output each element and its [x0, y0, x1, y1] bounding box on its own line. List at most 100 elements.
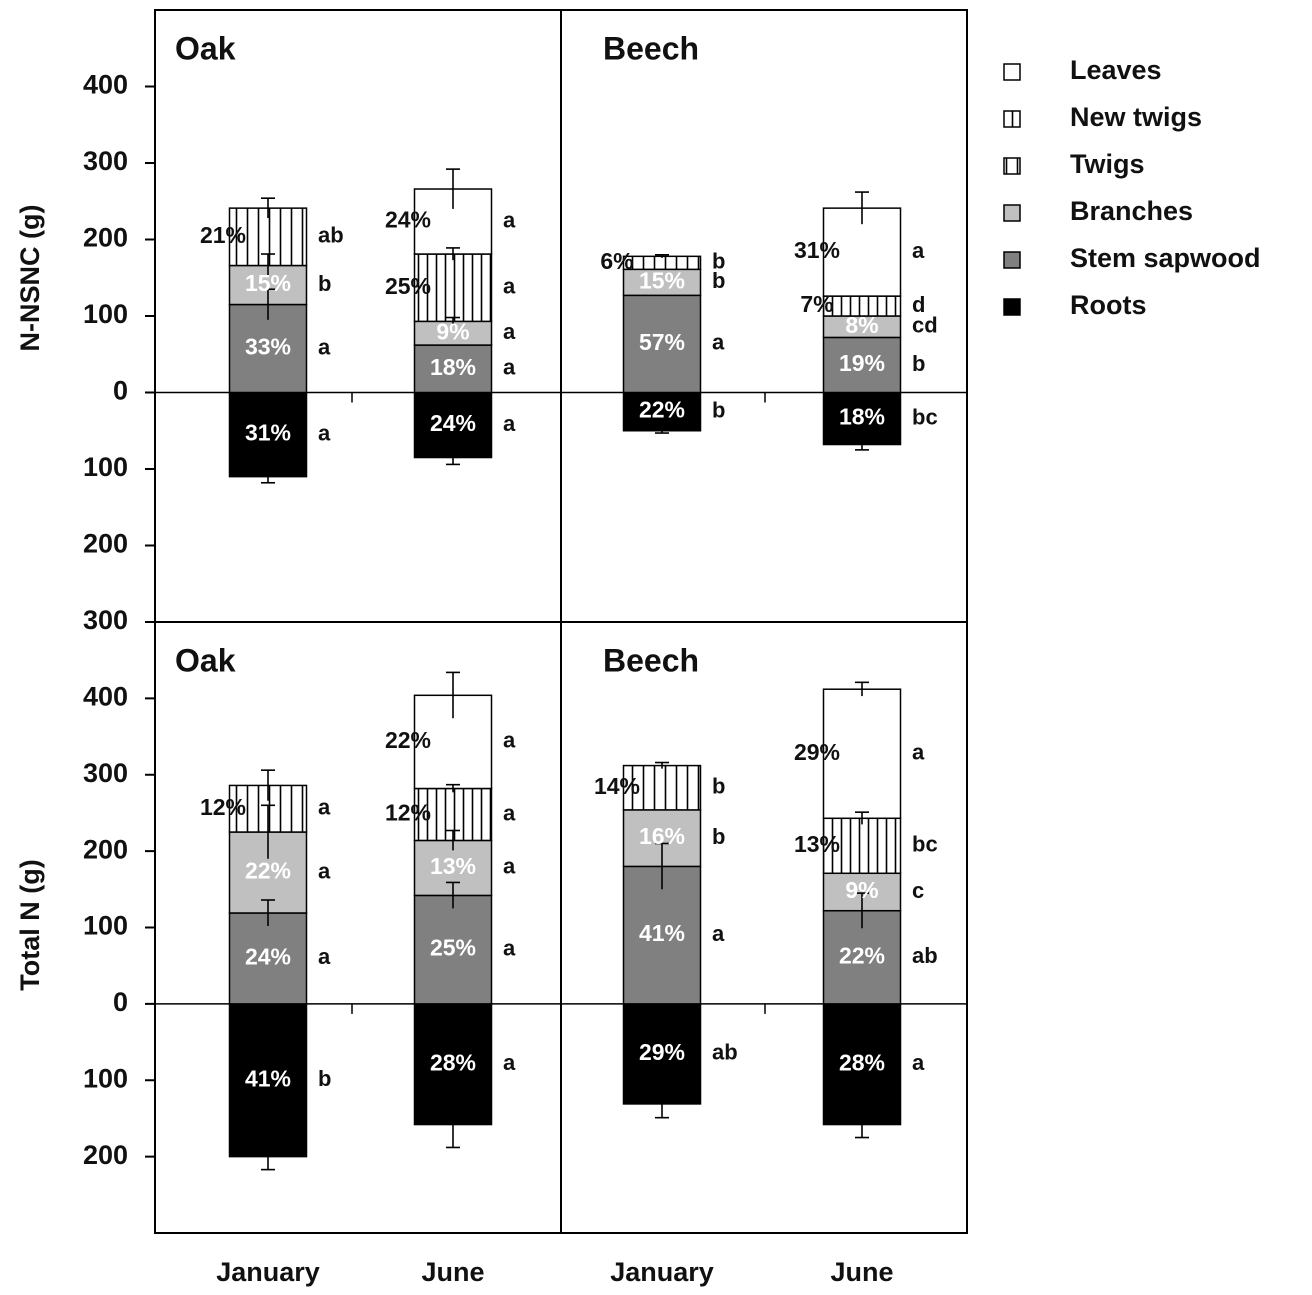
legend-swatch [1003, 63, 1021, 81]
significance-letter: a [318, 795, 331, 820]
panel-title: Beech [603, 642, 699, 678]
y-axis-label: Total N (g) [15, 859, 45, 990]
percent-label: 41% [245, 1065, 291, 1091]
significance-letter: a [712, 921, 725, 946]
significance-letter: a [503, 355, 516, 380]
significance-letter: bc [912, 832, 938, 857]
bar-segment [622, 294, 702, 394]
x-tick-label: January [216, 1257, 320, 1287]
percent-label: 6% [600, 248, 633, 274]
significance-letter: b [712, 268, 725, 293]
bar-segment [822, 817, 902, 875]
significance-letter: ab [912, 943, 938, 968]
bar-segment [413, 894, 493, 1005]
significance-letter: a [503, 728, 516, 753]
percent-label: 18% [839, 404, 885, 430]
legend-label: New twigs [1070, 102, 1202, 132]
significance-letter: a [912, 1050, 925, 1075]
y-tick-label: 200 [83, 834, 128, 864]
significance-letter: b [712, 824, 725, 849]
significance-letter: a [503, 207, 516, 232]
significance-letter: cd [912, 313, 938, 338]
y-tick-label: 100 [83, 911, 128, 941]
y-tick-label: 0 [113, 987, 128, 1017]
significance-letter: b [712, 774, 725, 799]
bar-segment [413, 253, 493, 323]
percent-label: 7% [800, 291, 833, 317]
bar-segment [228, 303, 308, 394]
percent-label: 13% [794, 831, 840, 857]
y-tick-label: 300 [83, 758, 128, 788]
panel-title: Oak [175, 30, 236, 66]
legend-label: Leaves [1070, 55, 1162, 85]
percent-label: 24% [245, 944, 291, 970]
percent-label: 41% [639, 920, 685, 946]
significance-letter: a [503, 854, 516, 879]
x-tick-label: June [830, 1257, 893, 1287]
panel-title: Oak [175, 642, 236, 678]
legend-label: Roots [1070, 290, 1147, 320]
significance-letter: a [912, 238, 925, 263]
percent-label: 31% [794, 237, 840, 263]
bar-segment [822, 207, 902, 297]
percent-label: 9% [845, 877, 878, 903]
percent-label: 22% [385, 727, 431, 753]
percent-label: 29% [794, 739, 840, 765]
significance-letter: a [318, 334, 331, 359]
bar-segment [622, 391, 702, 432]
x-tick-label: January [610, 1257, 714, 1287]
significance-letter: b [318, 1066, 331, 1091]
percent-label: 15% [639, 267, 685, 293]
percent-label: 16% [639, 823, 685, 849]
significance-letter: b [912, 351, 925, 376]
bar-segment [413, 391, 493, 459]
significance-letter: a [503, 319, 516, 344]
legend-label: Branches [1070, 196, 1193, 226]
significance-letter: b [712, 397, 725, 422]
percent-label: 22% [839, 942, 885, 968]
percent-label: 22% [245, 858, 291, 884]
y-tick-label: 400 [83, 70, 128, 100]
y-tick-label: 200 [83, 529, 128, 559]
percent-label: 13% [430, 853, 476, 879]
significance-letter: ab [712, 1040, 738, 1065]
percent-label: 25% [430, 935, 476, 961]
percent-label: 24% [385, 207, 431, 233]
significance-letter: b [712, 249, 725, 274]
significance-letter: a [503, 800, 516, 825]
significance-letter: ab [318, 223, 344, 248]
significance-letter: a [503, 274, 516, 299]
percent-label: 57% [639, 329, 685, 355]
percent-label: 25% [385, 273, 431, 299]
y-tick-label: 400 [83, 682, 128, 712]
legend-swatch [1003, 298, 1021, 316]
bar-segment [228, 1003, 308, 1158]
percent-label: 28% [839, 1049, 885, 1075]
significance-letter: b [318, 271, 331, 296]
significance-letter: a [712, 330, 725, 355]
significance-letter: a [318, 858, 331, 883]
significance-letter: c [912, 878, 924, 903]
percent-label: 14% [594, 773, 640, 799]
significance-letter: bc [912, 404, 938, 429]
y-tick-label: 100 [83, 1063, 128, 1093]
percent-label: 15% [245, 270, 291, 296]
y-tick-label: 100 [83, 452, 128, 482]
significance-letter: a [912, 740, 925, 765]
significance-letter: a [318, 420, 331, 445]
bar-segment [622, 268, 702, 297]
percent-label: 33% [245, 334, 291, 360]
percent-label: 21% [200, 222, 246, 248]
y-tick-label: 100 [83, 299, 128, 329]
significance-letter: a [503, 411, 516, 436]
percent-label: 18% [430, 354, 476, 380]
legend-swatch [1003, 251, 1021, 269]
x-tick-label: June [421, 1257, 484, 1287]
significance-letter: a [503, 935, 516, 960]
bar-segment [822, 1003, 902, 1126]
percent-label: 29% [639, 1039, 685, 1065]
y-tick-label: 300 [83, 146, 128, 176]
legend-swatch [1003, 157, 1021, 175]
y-tick-label: 300 [83, 605, 128, 635]
